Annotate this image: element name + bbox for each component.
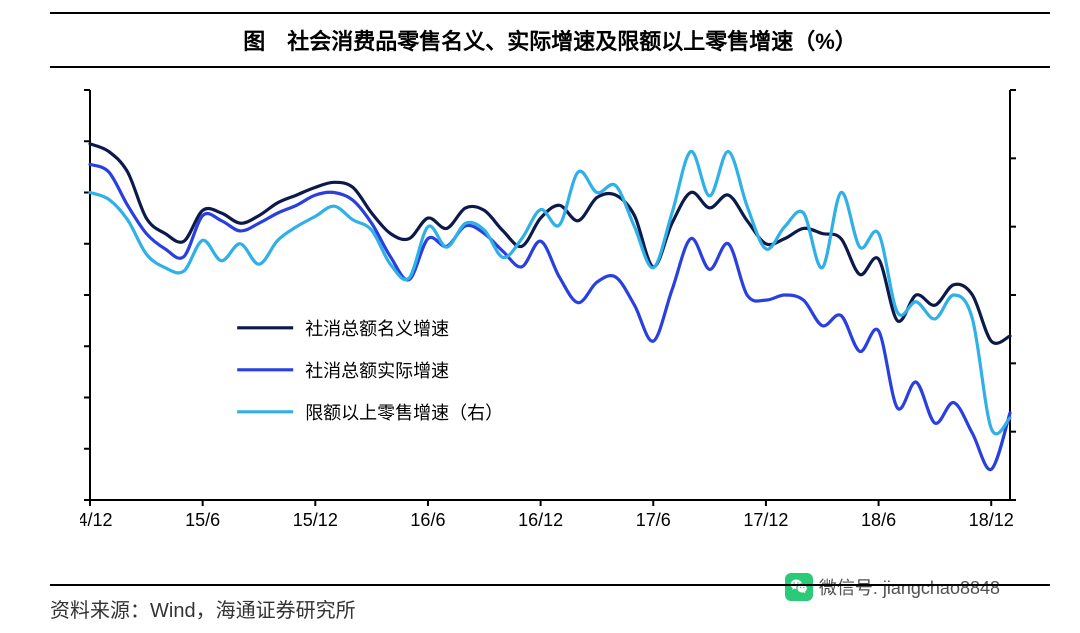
svg-text:17/6: 17/6 — [636, 510, 671, 530]
svg-text:15/12: 15/12 — [293, 510, 338, 530]
series-nominal — [90, 144, 1010, 344]
svg-text:16/12: 16/12 — [518, 510, 563, 530]
title-bar: 图 社会消费品零售名义、实际增速及限额以上零售增速（%） — [50, 12, 1050, 68]
series-above_quota — [90, 151, 1010, 434]
legend-label: 限额以上零售增速（右） — [305, 403, 503, 423]
source-line: 资料来源：Wind，海通证券研究所 — [50, 584, 1050, 623]
svg-text:14/12: 14/12 — [80, 510, 113, 530]
svg-text:17/12: 17/12 — [743, 510, 788, 530]
legend-label: 社消总额名义增速 — [305, 319, 449, 339]
legend-label: 社消总额实际增速 — [305, 361, 449, 381]
svg-text:15/6: 15/6 — [185, 510, 220, 530]
chart-container: 图 社会消费品零售名义、实际增速及限额以上零售增速（%） 56789101112… — [0, 0, 1080, 633]
svg-text:18/12: 18/12 — [969, 510, 1014, 530]
svg-text:16/6: 16/6 — [410, 510, 445, 530]
svg-text:18/6: 18/6 — [861, 510, 896, 530]
chart-svg: 567891011121302468101214/1215/615/1216/6… — [80, 80, 1020, 540]
chart-title: 图 社会消费品零售名义、实际增速及限额以上零售增速（%） — [243, 29, 857, 54]
source-text: 资料来源：Wind，海通证券研究所 — [50, 600, 356, 622]
plot-area: 567891011121302468101214/1215/615/1216/6… — [80, 80, 1020, 540]
